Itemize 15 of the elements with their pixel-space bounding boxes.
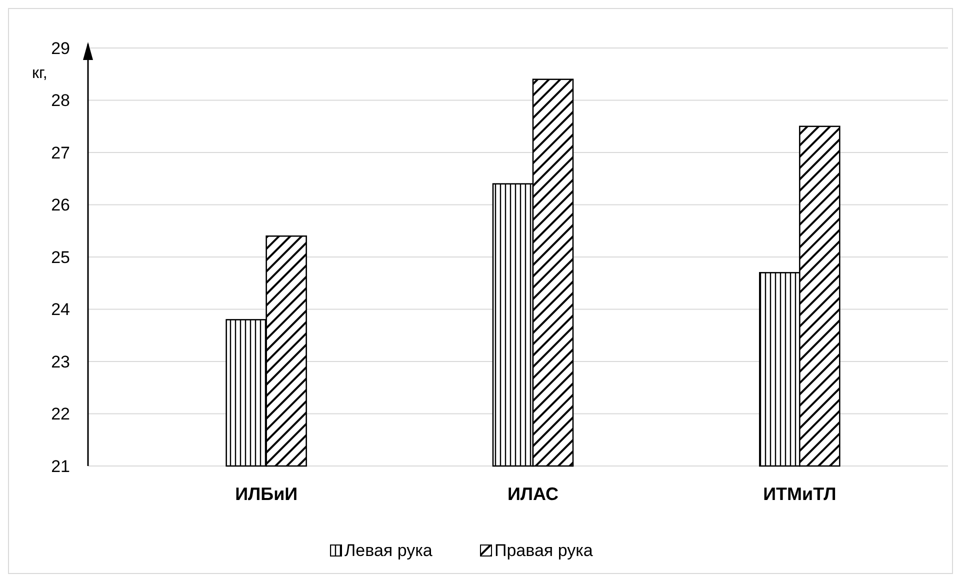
y-tick-label: 25 bbox=[51, 248, 70, 267]
y-tick-label: 23 bbox=[51, 352, 70, 372]
y-tick-label: 27 bbox=[51, 143, 70, 162]
x-tick-label: ИТМиТЛ bbox=[763, 484, 836, 504]
y-tick-label: 26 bbox=[51, 196, 70, 215]
legend-label: Левая рука bbox=[344, 541, 433, 560]
y-tick-label: 21 bbox=[51, 456, 70, 476]
y-tick-label: 28 bbox=[51, 91, 70, 110]
y-tick-label: 22 bbox=[51, 404, 70, 424]
x-tick-label: ИЛАС bbox=[507, 484, 559, 504]
x-tick-label: ИЛБиИ bbox=[235, 484, 298, 504]
y-tick-label: 24 bbox=[51, 300, 70, 320]
y-axis-title: кг, bbox=[32, 65, 48, 82]
legend-label: Правая рука bbox=[494, 541, 594, 560]
y-tick-label: 29 bbox=[51, 38, 70, 58]
